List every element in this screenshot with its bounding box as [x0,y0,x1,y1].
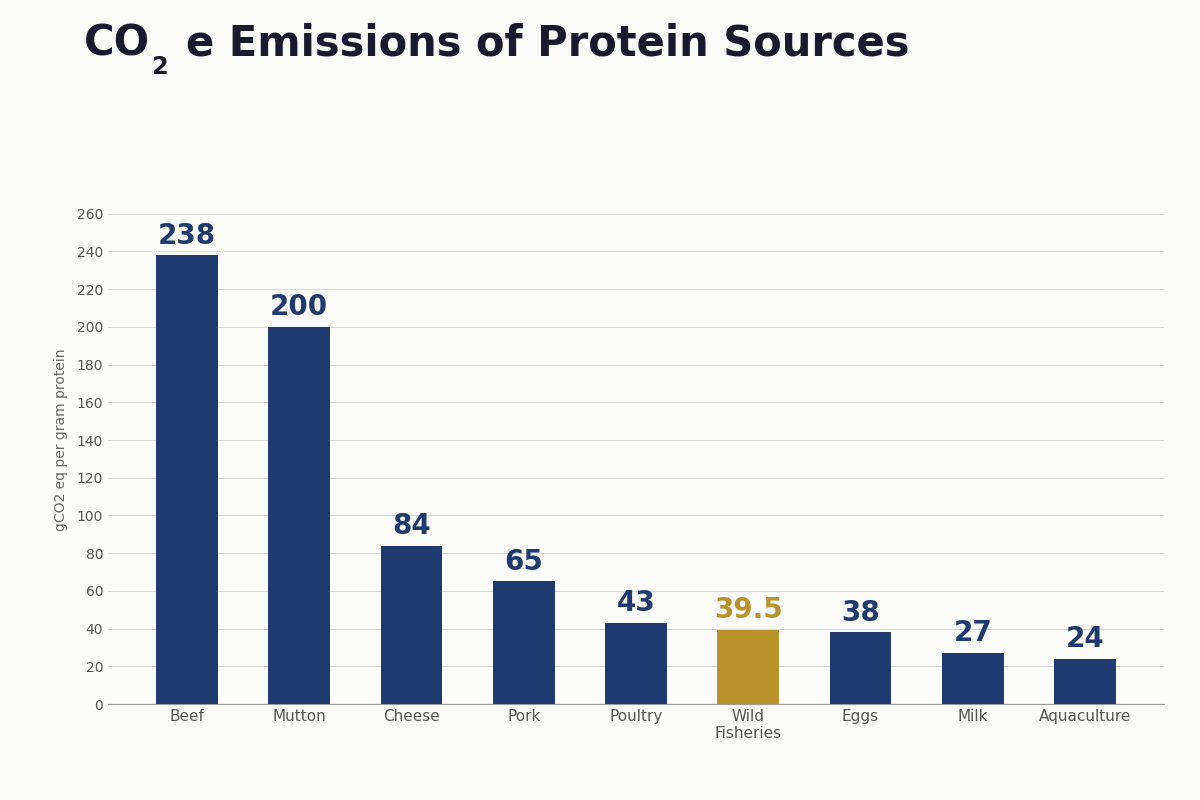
Text: 200: 200 [270,293,329,321]
Text: 238: 238 [158,222,216,250]
Text: 27: 27 [954,619,992,647]
Y-axis label: gCO2 eq per gram protein: gCO2 eq per gram protein [54,349,68,531]
Text: CO: CO [84,23,150,65]
Bar [380,546,443,704]
Bar [269,327,330,704]
Bar [493,582,554,704]
Bar [718,630,779,704]
Text: 84: 84 [392,512,431,540]
Bar [829,632,892,704]
Bar [605,623,667,704]
Text: 39.5: 39.5 [714,596,782,624]
Text: 24: 24 [1066,625,1104,653]
Bar [1055,658,1116,704]
Text: 38: 38 [841,598,880,626]
Text: 2: 2 [151,54,168,78]
Bar [156,255,217,704]
Text: e Emissions of Protein Sources: e Emissions of Protein Sources [186,23,910,65]
Text: 43: 43 [617,590,655,618]
Text: 65: 65 [504,548,544,576]
Bar [942,653,1003,704]
